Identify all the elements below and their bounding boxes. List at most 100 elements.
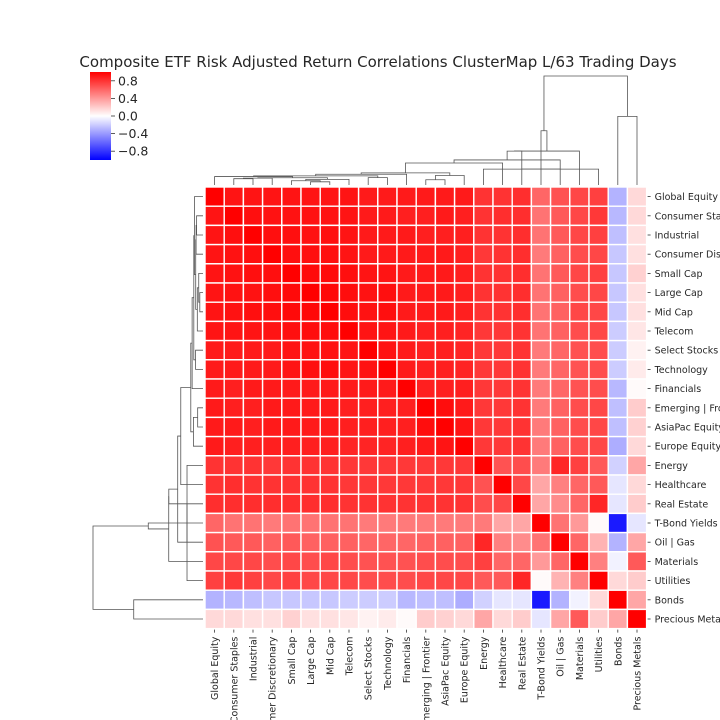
dendrogram-link <box>147 522 203 530</box>
heatmap-cell <box>242 493 264 515</box>
heatmap-cell <box>588 282 609 303</box>
heatmap-cell <box>492 416 513 438</box>
heatmap-cell <box>223 378 245 399</box>
heatmap-cell <box>549 301 571 323</box>
heatmap-cell <box>607 205 629 227</box>
colorbar-gradient <box>90 72 111 160</box>
heatmap-cell <box>626 205 648 227</box>
heatmap-cell <box>434 205 456 227</box>
heatmap-cell <box>492 263 513 284</box>
heatmap-cell <box>473 186 494 207</box>
row-label: Telecom <box>654 327 694 338</box>
heatmap-cell <box>281 397 302 419</box>
heatmap-cell <box>261 339 283 361</box>
heatmap-cell <box>588 512 609 534</box>
heatmap-cell <box>377 570 398 591</box>
dendrogram-link <box>617 115 638 185</box>
heatmap-cell <box>261 570 283 591</box>
heatmap-cell <box>223 531 245 553</box>
heatmap-cell <box>319 263 341 284</box>
heatmap-cell <box>492 301 513 323</box>
heatmap-cell <box>453 205 475 227</box>
column-label: Consumer Discretionary <box>268 636 279 720</box>
heatmap-cell <box>530 435 552 457</box>
heatmap-cell <box>434 493 456 515</box>
heatmap-cell <box>300 551 321 572</box>
heatmap-cell <box>434 512 456 534</box>
heatmap-cell <box>319 301 341 323</box>
column-label: Technology <box>383 636 394 691</box>
column-label: Select Stocks <box>364 637 375 701</box>
heatmap-cell <box>319 339 341 361</box>
dendrogram-link <box>195 349 203 370</box>
heatmap-cell <box>569 512 590 534</box>
heatmap-cell <box>434 416 456 438</box>
heatmap-cell <box>473 416 494 438</box>
heatmap-cell <box>357 224 379 246</box>
heatmap-cell <box>473 205 494 227</box>
heatmap-cell <box>569 455 590 476</box>
heatmap-cell <box>453 416 475 438</box>
heatmap-cell <box>415 205 437 227</box>
heatmap-cell <box>607 243 629 265</box>
heatmap-cell <box>338 243 360 265</box>
column-labels: Global Equity Consumer Staples Industrial C… <box>210 629 644 720</box>
row-label: Large Cap <box>655 288 703 299</box>
heatmap-cell <box>377 474 398 495</box>
heatmap-cell <box>377 339 398 361</box>
heatmap-cell <box>204 455 225 476</box>
heatmap-cell <box>549 589 571 611</box>
heatmap-cell <box>204 397 225 419</box>
heatmap-cell <box>396 224 417 246</box>
heatmap-cell <box>549 493 571 515</box>
dendrogram-link <box>193 235 196 361</box>
column-label: Bonds <box>613 637 624 666</box>
heatmap-cell <box>357 359 379 380</box>
heatmap-cell <box>492 435 513 457</box>
heatmap-cell <box>530 243 552 265</box>
heatmap-cell <box>300 186 321 207</box>
heatmap-cell <box>511 531 533 553</box>
heatmap-cell <box>588 359 609 380</box>
heatmap-cell <box>607 339 629 361</box>
heatmap-cell <box>511 570 533 591</box>
heatmap-cell <box>453 531 475 553</box>
heatmap-cell <box>473 435 494 457</box>
heatmap-cell <box>434 608 456 630</box>
heatmap-cell <box>473 243 494 265</box>
heatmap-cell <box>511 243 533 265</box>
heatmap-cell <box>530 493 552 515</box>
colorbar: 0.8 0.4 0.0 −0.4 −0.8 <box>90 72 148 160</box>
heatmap-cell <box>569 320 590 342</box>
heatmap-cell <box>242 378 264 399</box>
heatmap-cell <box>319 378 341 399</box>
heatmap-cell <box>626 397 648 419</box>
dendrogram-link <box>305 178 350 185</box>
heatmap-cell <box>434 301 456 323</box>
heatmap-cell <box>530 282 552 303</box>
heatmap-cell <box>607 493 629 515</box>
row-label: Select Stocks <box>655 346 719 357</box>
heatmap-cell <box>492 570 513 591</box>
dendrogram-link <box>180 387 203 485</box>
heatmap-cell <box>281 359 302 380</box>
heatmap-cell <box>530 397 552 419</box>
heatmap-cell <box>434 589 456 611</box>
heatmap-cell <box>569 263 590 284</box>
dendrogram-link <box>543 75 628 131</box>
heatmap-cell <box>281 493 302 515</box>
heatmap-cell <box>396 282 417 303</box>
heatmap-cell <box>530 570 552 591</box>
heatmap-cell <box>626 243 648 265</box>
heatmap-cell <box>588 589 609 611</box>
dendrogram-link <box>291 180 321 185</box>
heatmap-cell <box>492 282 513 303</box>
heatmap-cell <box>473 474 494 495</box>
heatmap-cell <box>569 359 590 380</box>
heatmap-cell <box>300 205 321 227</box>
heatmap-cell <box>357 339 379 361</box>
heatmap-cell <box>473 359 494 380</box>
heatmap-cell <box>607 474 629 495</box>
heatmap-cell <box>377 378 398 399</box>
